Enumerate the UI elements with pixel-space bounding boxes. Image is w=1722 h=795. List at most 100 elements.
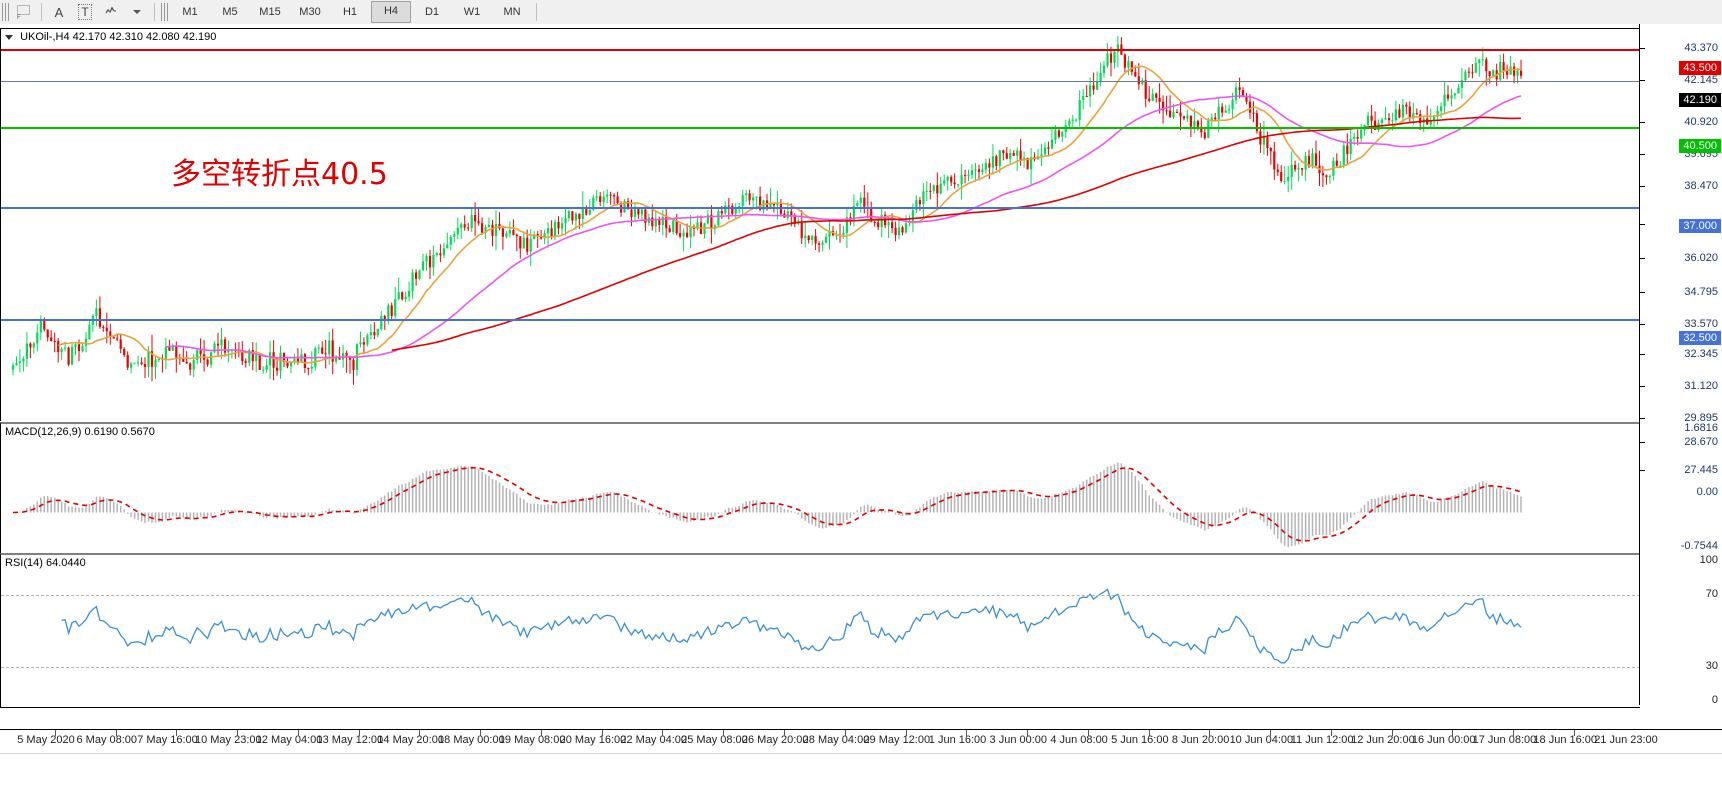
price-tick-label: 29.895 xyxy=(1684,412,1718,424)
time-tick-label: 10 Jun 04:00 xyxy=(1229,734,1294,746)
text-label-icon[interactable]: A xyxy=(54,4,64,20)
rsi-series-canvas xyxy=(61,588,1522,664)
price-tick-mark xyxy=(1640,324,1645,325)
timeframe-mn[interactable]: MN xyxy=(503,6,521,18)
price-series-canvas xyxy=(11,36,1523,385)
price-badge-43500[interactable]: 43.500 xyxy=(1679,61,1721,75)
timeframe-grip[interactable] xyxy=(161,3,168,21)
time-tick-label: 14 May 20:00 xyxy=(377,734,444,746)
rsi-axis-label: 0 xyxy=(1711,694,1718,706)
price-tick-label: 33.570 xyxy=(1684,318,1718,330)
time-tick-separator xyxy=(601,730,603,736)
time-tick-separator xyxy=(54,730,56,736)
price-tick-mark xyxy=(1640,470,1645,471)
time-tick-separator xyxy=(115,730,117,736)
timeframe-w1[interactable]: W1 xyxy=(463,6,481,18)
rsi-pane[interactable]: RSI(14) 64.0440 xyxy=(0,553,1640,708)
toolbar-grip[interactable] xyxy=(2,3,9,21)
text-object-icon[interactable]: T xyxy=(72,1,98,23)
time-tick-separator xyxy=(176,730,178,736)
time-tick-label: 21 Jun 23:00 xyxy=(1594,734,1658,746)
macd-axis-label: 1.6816 xyxy=(1684,422,1718,434)
time-tick-separator xyxy=(419,730,421,736)
price-tick-mark xyxy=(1640,354,1645,355)
time-tick-label: 3 Jun 00:00 xyxy=(989,734,1048,746)
price-tick-label: 34.795 xyxy=(1684,286,1718,298)
level-line-40500[interactable] xyxy=(1,127,1640,129)
time-tick-separator xyxy=(784,730,785,736)
rsi-axis-label: 70 xyxy=(1705,588,1718,600)
rsi-pane-title: RSI(14) 64.0440 xyxy=(5,557,89,569)
time-tick-separator xyxy=(1087,730,1089,736)
toolbar-separator-1 xyxy=(41,3,42,21)
dropdown-caret-icon[interactable] xyxy=(124,1,150,23)
time-tick-separator xyxy=(1209,730,1211,736)
status-bar xyxy=(0,753,1722,795)
time-tick-label: 18 May 00:00 xyxy=(438,734,505,746)
rsi-axis-label: 100 xyxy=(1699,554,1718,566)
macd-pane[interactable]: MACD(12,26,9) 0.6190 0.5670 xyxy=(0,422,1640,555)
toolbar-separator-2 xyxy=(154,3,155,21)
time-tick-label: 12 Jun 20:00 xyxy=(1351,734,1415,746)
price-tick-label: 28.670 xyxy=(1684,436,1718,448)
macd-axis-label: 0.00 xyxy=(1696,486,1718,498)
price-tick-label: 27.445 xyxy=(1684,464,1718,476)
rsi-level-30-line xyxy=(1,667,1640,668)
time-tick-label: 10 May 23:00 xyxy=(194,734,262,746)
crosshair-grid-icon[interactable]: F xyxy=(11,1,37,23)
time-tick-separator xyxy=(1027,730,1029,736)
time-tick-label: 22 May 04:00 xyxy=(620,734,688,746)
time-tick-separator xyxy=(1330,730,1332,736)
time-tick-label: 8 Jun 20:00 xyxy=(1171,734,1230,746)
price-badge-32500[interactable]: 32.500 xyxy=(1679,331,1721,345)
price-badge-42190[interactable]: 42.190 xyxy=(1679,93,1721,107)
time-tick-label: 25 May 08:00 xyxy=(681,734,748,746)
timeframe-m1[interactable]: M1 xyxy=(182,6,198,18)
time-tick-label: 5 Jun 16:00 xyxy=(1111,734,1169,746)
price-tick-mark xyxy=(1640,80,1645,81)
time-tick-label: 1 Jun 16:00 xyxy=(928,734,987,746)
time-tick-label: 7 May 16:00 xyxy=(137,734,198,746)
time-tick-separator xyxy=(480,730,482,736)
price-pane[interactable]: UKOil-,H4 42.170 42.310 42.080 42.190 多空… xyxy=(0,28,1640,421)
timeframe-d1[interactable]: D1 xyxy=(424,6,440,18)
collapse-triangle-icon[interactable] xyxy=(5,34,13,40)
time-tick-label: 13 May 12:00 xyxy=(316,734,384,746)
timeframe-m5[interactable]: M5 xyxy=(222,6,238,18)
level-line-32500[interactable] xyxy=(1,319,1640,321)
level-line-37000[interactable] xyxy=(1,207,1640,209)
time-tick-separator xyxy=(966,730,968,736)
price-badge-37000[interactable]: 37.000 xyxy=(1679,219,1721,233)
price-tick-mark xyxy=(1640,386,1645,387)
macd-pane-title: MACD(12,26,9) 0.6190 0.5670 xyxy=(5,426,158,438)
price-tick-mark xyxy=(1640,186,1645,187)
rsi-axis-label: 30 xyxy=(1705,660,1718,672)
time-tick-separator xyxy=(1452,730,1454,736)
time-tick-label: 18 Jun 16:00 xyxy=(1533,734,1598,746)
time-tick-separator xyxy=(358,730,360,736)
time-tick-separator xyxy=(1270,730,1272,736)
price-badge-40500[interactable]: 40.500 xyxy=(1679,139,1721,153)
timeframe-m15[interactable]: M15 xyxy=(259,6,281,18)
time-axis[interactable]: 5 May 2020 6 May 08:00 7 May 16:00 10 May 2… xyxy=(0,729,1722,754)
price-tick-mark xyxy=(1640,48,1645,49)
price-tick-label: 38.470 xyxy=(1684,180,1718,192)
timeframe-h1[interactable]: H1 xyxy=(342,6,358,18)
price-tick-label: 43.370 xyxy=(1684,42,1718,54)
toolbar-separator-3 xyxy=(536,3,537,21)
chart-frame: UKOil-,H4 42.170 42.310 42.080 42.190 多空… xyxy=(0,24,1722,795)
time-tick-separator xyxy=(1148,730,1150,736)
price-tick-mark xyxy=(1640,258,1645,259)
time-tick-separator xyxy=(905,730,907,736)
time-tick-separator xyxy=(844,730,846,736)
time-tick-label: 11 Jun 12:00 xyxy=(1290,734,1354,746)
time-tick-separator xyxy=(723,730,725,736)
timeframe-h4[interactable]: H4 xyxy=(371,1,411,23)
level-line-43500[interactable] xyxy=(1,49,1640,51)
indicators-icon[interactable] xyxy=(98,1,124,23)
rsi-level-70-line xyxy=(1,595,1640,596)
price-axis[interactable]: 43.37042.14540.92039.69538.47037.24536.0… xyxy=(1639,24,1722,706)
timeframe-m30[interactable]: M30 xyxy=(299,6,321,18)
timeframe-group: M1 M5 M15 M30 H1 H4 D1 W1 MN xyxy=(170,1,532,23)
time-tick-separator xyxy=(237,730,239,736)
